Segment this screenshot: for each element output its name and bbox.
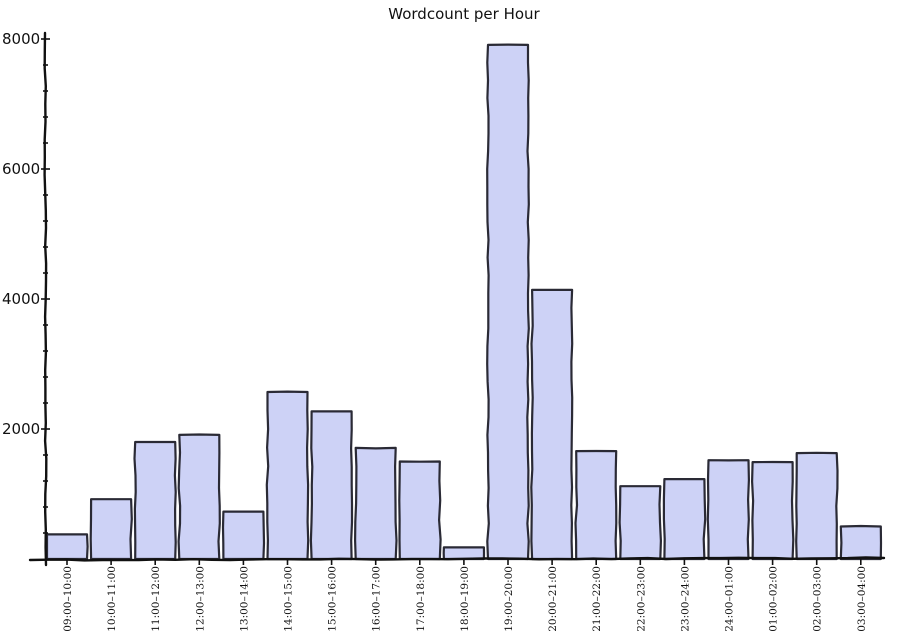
- x-tick-label: 02:00–03:00: [812, 566, 824, 632]
- bar-01:00–02:00: [751, 460, 795, 561]
- x-tick-label: 22:00–23:00: [635, 566, 647, 632]
- x-tick-label: 16:00–17:00: [371, 566, 383, 632]
- y-tick-label: 4000: [2, 290, 40, 308]
- x-tick-label: 15:00–16:00: [327, 566, 339, 632]
- bar-22:00–23:00: [618, 485, 662, 561]
- x-tick-label: 09:00–10:00: [62, 566, 74, 632]
- bar-24:00–01:00: [706, 459, 750, 561]
- x-tick-label: 21:00–22:00: [591, 566, 603, 632]
- bar-18:00–19:00: [442, 546, 486, 561]
- bars-group: [45, 43, 883, 561]
- bar-20:00–21:00: [530, 288, 574, 561]
- bar-12:00–13:00: [177, 433, 221, 561]
- bar-03:00–04:00: [839, 524, 883, 561]
- bar-17:00–18:00: [398, 460, 442, 561]
- bar-11:00–12:00: [133, 440, 177, 561]
- x-tick-label: 19:00–20:00: [503, 566, 515, 632]
- x-tick-label: 10:00–11:00: [106, 566, 118, 632]
- y-tick-label: 8000: [2, 30, 40, 48]
- bar-19:00–20:00: [486, 43, 530, 561]
- bar-16:00–17:00: [354, 446, 398, 561]
- bar-09:00–10:00: [45, 533, 89, 561]
- y-tick-label: 6000: [2, 160, 40, 178]
- x-tick-label: 24:00–01:00: [724, 566, 736, 632]
- bar-02:00–03:00: [795, 451, 839, 561]
- x-tick-label: 03:00–04:00: [856, 566, 868, 632]
- bar-13:00–14:00: [221, 510, 266, 561]
- x-tick-label: 23:00–24:00: [679, 566, 691, 632]
- x-axis-line: [28, 556, 886, 562]
- y-ticks-group: 2000 4000 6000 8000: [2, 30, 50, 534]
- bar-10:00–11:00: [89, 498, 133, 561]
- bar-15:00–16:00: [309, 410, 354, 561]
- x-tick-label: 01:00–02:00: [768, 566, 780, 632]
- chart-title: Wordcount per Hour: [388, 5, 540, 23]
- bar-23:00–24:00: [662, 478, 707, 561]
- bar-14:00–15:00: [265, 390, 310, 561]
- x-tick-label: 20:00–21:00: [547, 566, 559, 632]
- x-tick-label: 14:00–15:00: [283, 566, 295, 632]
- x-tick-label: 17:00–18:00: [415, 566, 427, 632]
- x-tick-label: 18:00–19:00: [459, 566, 471, 632]
- x-tick-label: 12:00–13:00: [194, 566, 206, 632]
- x-tick-label: 11:00–12:00: [150, 566, 162, 632]
- bar-21:00–22:00: [574, 449, 618, 561]
- x-tick-label: 13:00–14:00: [238, 566, 250, 632]
- x-ticks-group: 09:00–10:00 10:00–11:00 11:00–12:00 12:00–1…: [62, 559, 868, 632]
- y-tick-label: 2000: [2, 420, 40, 438]
